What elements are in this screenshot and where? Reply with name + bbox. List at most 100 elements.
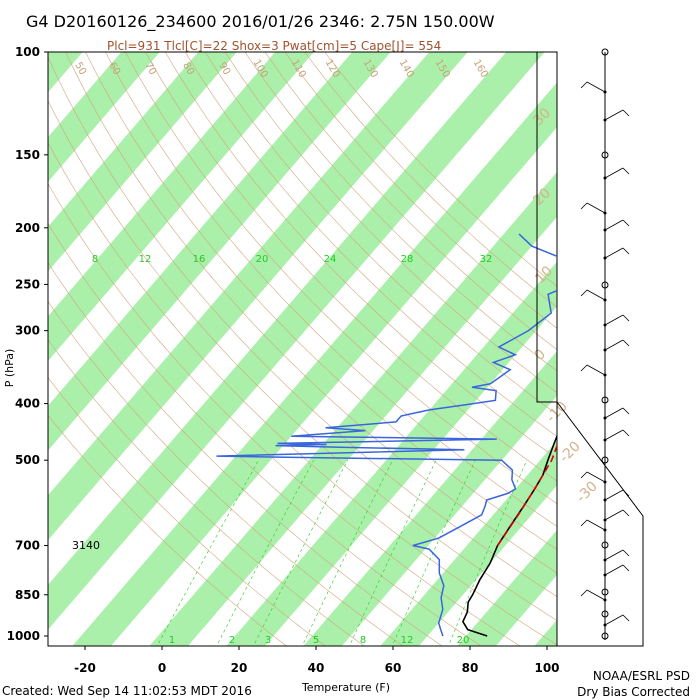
wind-barb — [604, 614, 624, 626]
x-tick-label: 40 — [308, 661, 325, 675]
wind-dot — [603, 573, 607, 577]
wind-barb-flag — [622, 167, 630, 175]
isotherm-band — [149, 172, 557, 646]
y-tick-label: 850 — [15, 588, 40, 602]
org-credit: NOAA/ESRL PSD — [593, 669, 690, 683]
isotherm-band — [686, 25, 700, 648]
chart-indices: Plcl=931 Tlcl[C]=22 Shox=3 Pwat[cm]=5 Ca… — [107, 39, 441, 53]
y-tick-label: 700 — [15, 539, 40, 553]
x-tick-label: 80 — [462, 661, 479, 675]
wind-dot — [603, 211, 607, 215]
wind-barb-flag — [580, 289, 588, 297]
wind-dot — [603, 118, 607, 122]
chart-title: G4 D20160126_234600 2016/01/26 2346: 2.7… — [26, 12, 495, 32]
isotherm-band — [534, 619, 557, 646]
dry-adiabat — [48, 222, 482, 646]
wind-panel-border — [536, 52, 644, 647]
wind-calm-circle — [601, 48, 609, 56]
wind-barb — [604, 247, 624, 259]
wind-calm-circle — [601, 632, 609, 640]
mixing-ratio-label: 32 — [480, 254, 493, 265]
wind-dot — [603, 256, 607, 260]
y-tick-label: 100 — [15, 45, 40, 59]
dry-adiabat — [304, 52, 557, 308]
wind-dot — [603, 298, 607, 302]
wind-barb — [586, 289, 606, 301]
wind-barb-flag — [622, 314, 630, 322]
wind-barb — [604, 219, 624, 231]
x-axis-label: Temperature (F) — [301, 681, 390, 694]
mixing-ratio-label: 1 — [169, 635, 175, 646]
wind-barb — [586, 471, 606, 483]
wind-calm-circle — [601, 151, 609, 159]
x-tick-label: -20 — [74, 661, 96, 675]
profile-lines — [216, 233, 557, 637]
isotherm-band — [48, 52, 545, 630]
y-tick-label: 200 — [15, 221, 40, 235]
wind-barb-flag — [580, 471, 588, 479]
wind-dot — [603, 373, 607, 377]
wind-barb — [604, 509, 624, 521]
dry-adiabat — [204, 52, 557, 415]
wind-dot — [603, 528, 607, 532]
x-tick-label: 100 — [534, 661, 559, 675]
mixing-ratio-label: 24 — [324, 254, 337, 265]
wind-barb — [604, 167, 624, 179]
wind-barb-flag — [580, 202, 588, 210]
wind-barb-flag — [622, 109, 630, 117]
mixing-ratio-line — [253, 460, 348, 646]
wind-barb — [604, 489, 624, 501]
y-tick-label: 300 — [15, 324, 40, 338]
dry-adiabat — [184, 52, 557, 437]
dry-adiabat — [48, 142, 557, 646]
mixing-ratio-label: 5 — [313, 635, 319, 646]
dry-adiabat — [48, 182, 521, 646]
wind-barb — [604, 549, 624, 561]
y-tick-label: 1000 — [7, 629, 40, 643]
wind-barb-flag — [580, 589, 588, 597]
dry-adiabats — [48, 52, 557, 646]
wind-calm-circle — [601, 610, 609, 618]
y-tick-label: 500 — [15, 453, 40, 467]
mixing-ratio-line — [448, 460, 527, 646]
wind-calm-circle — [601, 396, 609, 404]
wind-dot — [603, 480, 607, 484]
wind-barb — [586, 589, 606, 601]
mixing-ratio-line — [301, 460, 393, 646]
plot-frame — [47, 51, 558, 647]
wind-dot — [603, 498, 607, 502]
wind-barb-flag — [622, 549, 630, 557]
dry-adiabat — [145, 52, 557, 482]
wind-calm-circle — [601, 541, 609, 549]
x-tick-label: 20 — [231, 661, 248, 675]
wind-calm-circle — [601, 456, 609, 464]
mixing-ratio-label: 20 — [256, 254, 269, 265]
dry-adiabat — [48, 56, 557, 597]
wind-dot — [603, 518, 607, 522]
mixing-ratio-label: 12 — [401, 635, 414, 646]
mixing-ratio-label: 16 — [193, 254, 206, 265]
dry-adiabat — [85, 52, 557, 550]
dry-adiabat — [65, 52, 557, 574]
wind-dot — [603, 416, 607, 420]
dry-adiabat — [224, 52, 557, 393]
wind-barb — [604, 339, 624, 351]
isotherm-band — [48, 52, 468, 541]
wind-barb — [586, 364, 606, 376]
mixing-ratio-line — [349, 460, 437, 646]
temperature-line — [461, 434, 557, 637]
wind-barb-flag — [580, 364, 588, 372]
wind-dot — [603, 228, 607, 232]
dry-adiabat — [164, 52, 557, 459]
wind-dot — [603, 623, 607, 627]
dry-adiabat — [105, 52, 557, 527]
dewpoint-line — [216, 233, 557, 637]
wind-barb — [604, 429, 624, 441]
mixing-ratio-label: 2 — [229, 635, 235, 646]
dry-adiabat-label: 50 — [72, 60, 88, 77]
isotherm-bands — [48, 25, 700, 648]
mixing-ratio-label: 12 — [139, 254, 152, 265]
wind-barb-flag — [580, 519, 588, 527]
dry-adiabat — [48, 377, 326, 646]
